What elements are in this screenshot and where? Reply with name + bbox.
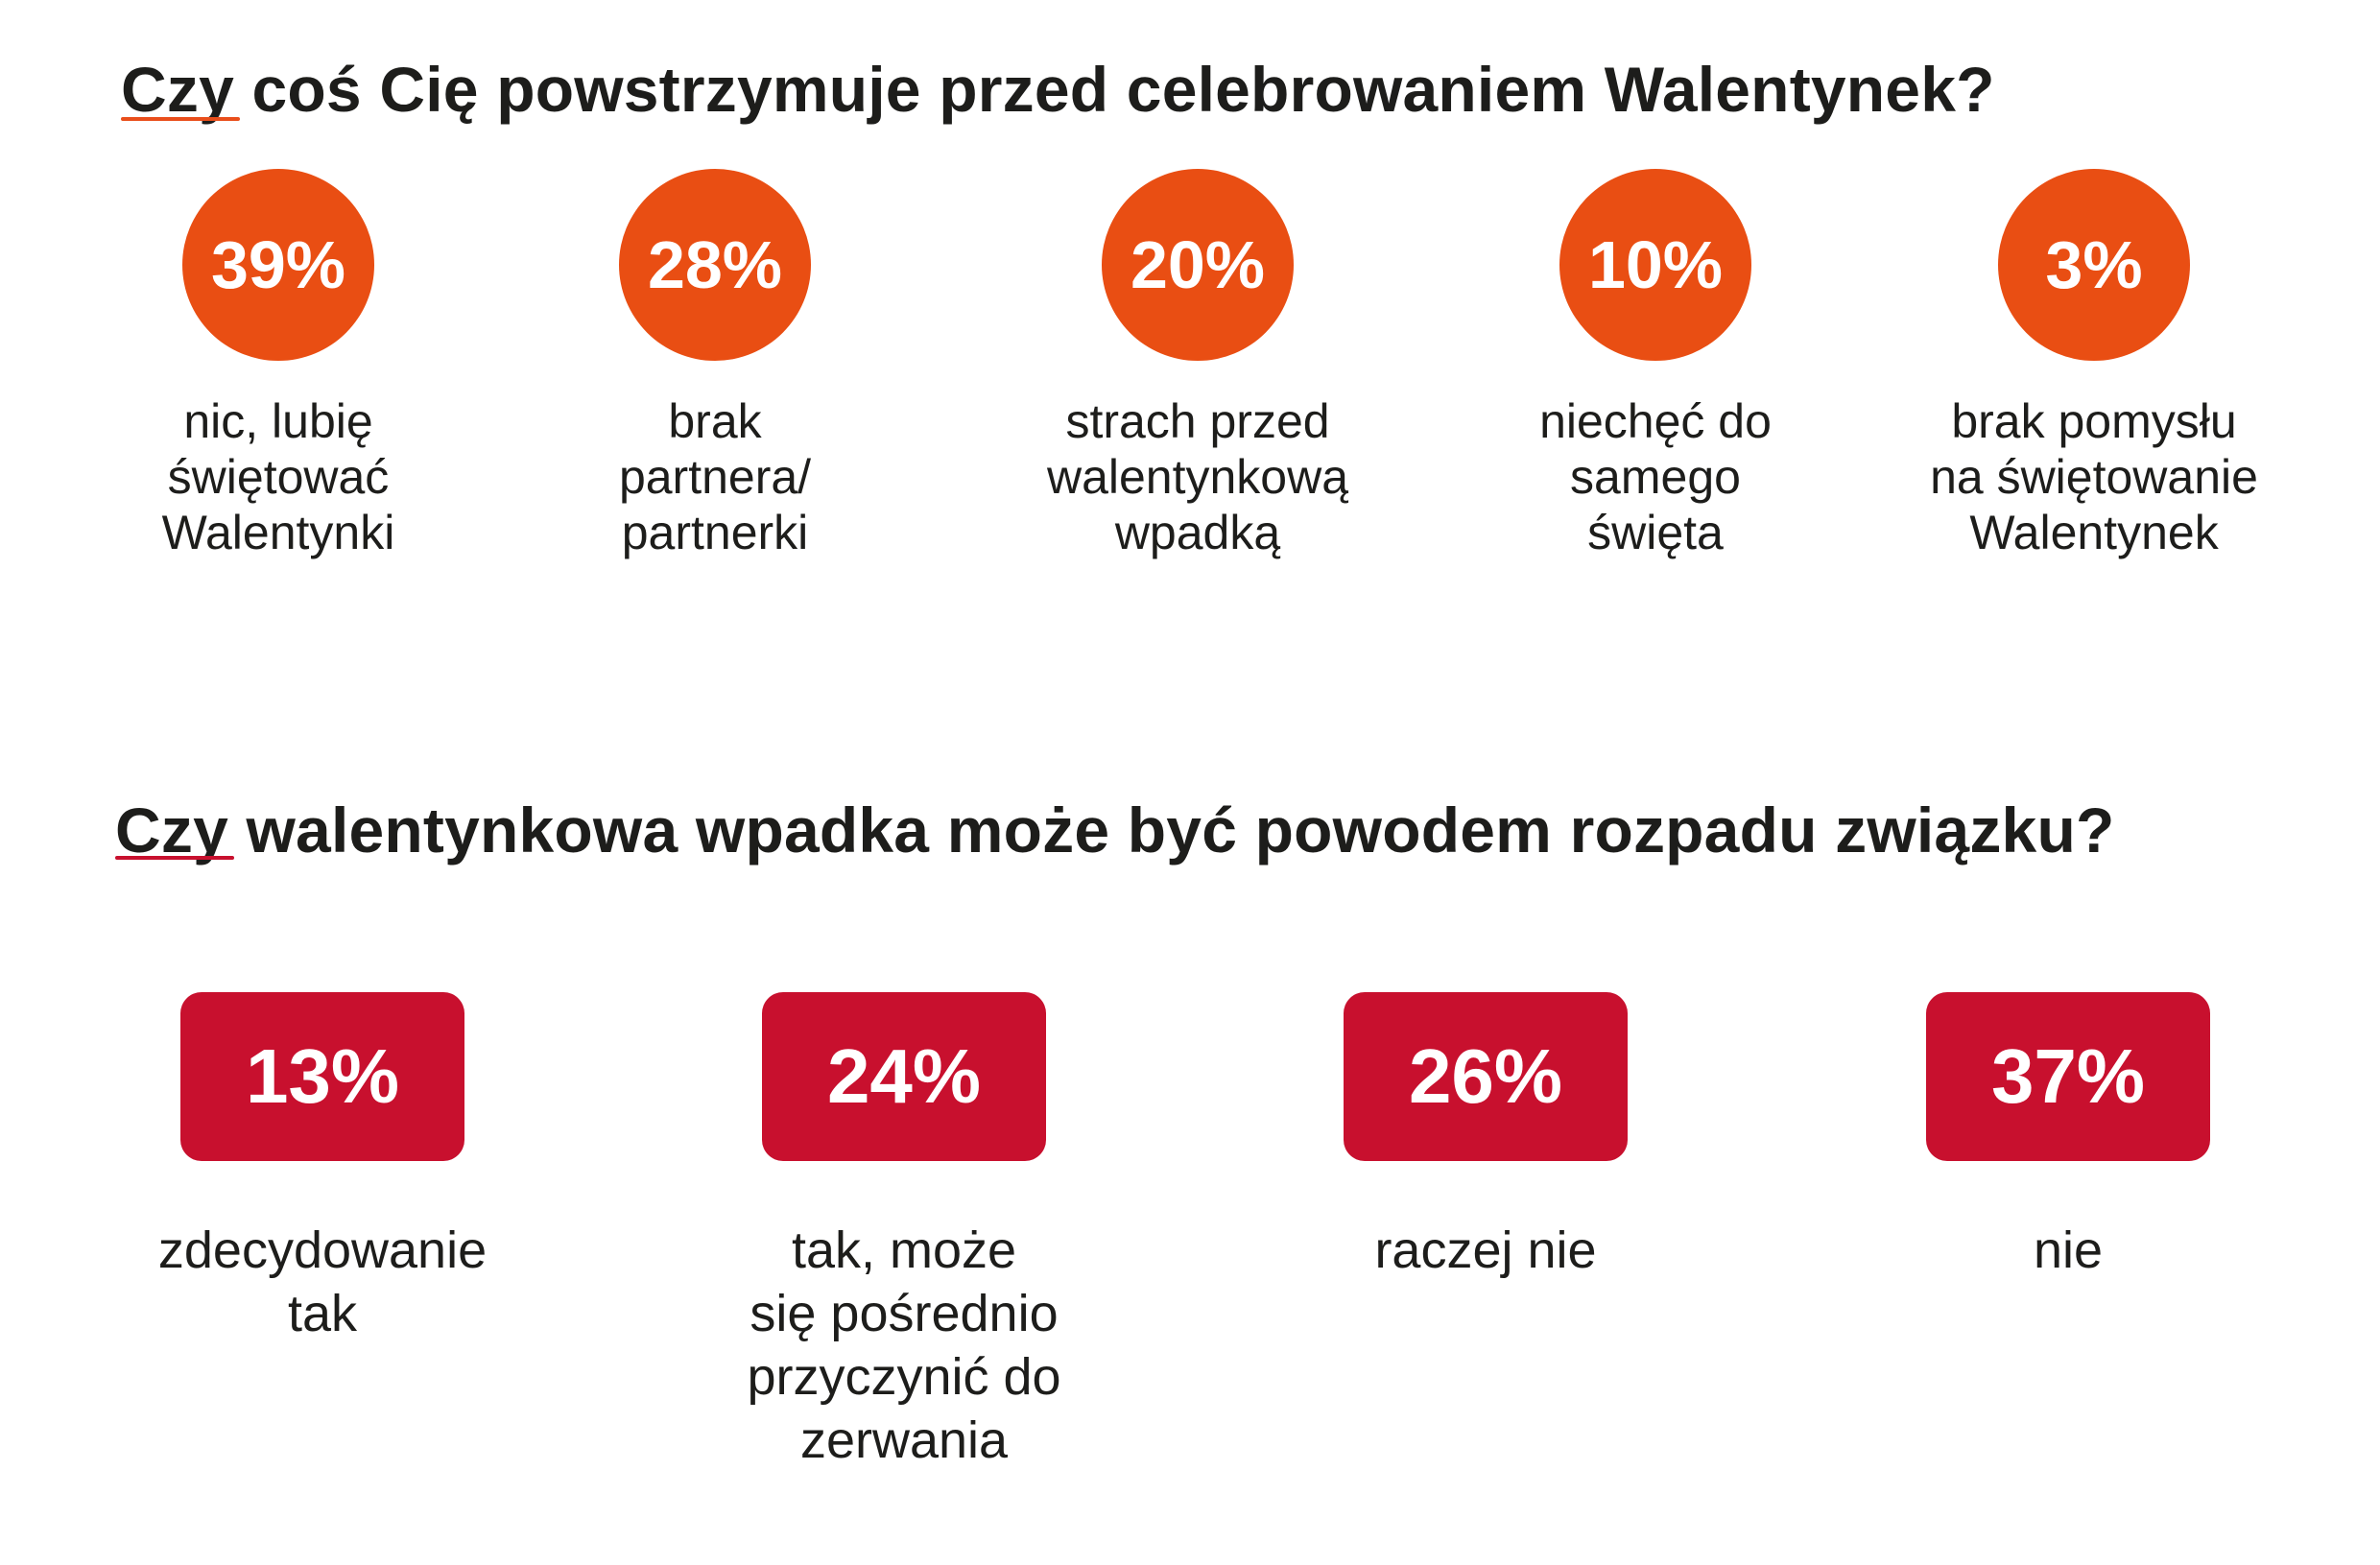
chart-1-value-circle-1: 28% <box>619 169 811 361</box>
chart-1-category-label-4: brak pomysłu na świętowanie Walentynek <box>1930 394 2258 559</box>
chart-1-value-circle-2: 20% <box>1102 169 1294 361</box>
chart-1-category-label-1: brak partnera/ partnerki <box>618 394 812 559</box>
chart-1-title: Czy coś Cię powstrzymuje przed celebrowa… <box>121 54 1995 125</box>
chart-2-value-box-2: 26% <box>1344 992 1628 1161</box>
chart-1-value-circle-4: 3% <box>1998 169 2190 361</box>
chart-1-value-circle-3: 10% <box>1559 169 1751 361</box>
chart-2-category-label-0: zdecydowanie tak <box>157 1221 488 1342</box>
chart-1-value-circle-0: 39% <box>182 169 374 361</box>
chart-2-category-label-3: nie <box>2033 1221 2104 1279</box>
chart-1-category-label-0: nic, lubię świętować Walentynki <box>161 394 395 559</box>
chart-1-category-label-2: strach przed walentynkową wpadką <box>1046 394 1349 559</box>
chart-2-value-box-0: 13% <box>180 992 464 1161</box>
title-1-underline <box>121 117 240 121</box>
chart-2-value-box-3: 37% <box>1926 992 2210 1161</box>
chart-2-value-box-1: 24% <box>762 992 1046 1161</box>
chart-2-category-label-2: raczej nie <box>1374 1221 1597 1279</box>
chart-1-category-label-3: niechęć do samego święta <box>1539 394 1772 559</box>
chart-2-category-label-1: tak, może się pośrednio przyczynić do ze… <box>747 1221 1061 1469</box>
chart-2-title: Czy walentynkowa wpadka może być powodem… <box>115 794 2115 865</box>
title-2-underline <box>115 856 234 860</box>
